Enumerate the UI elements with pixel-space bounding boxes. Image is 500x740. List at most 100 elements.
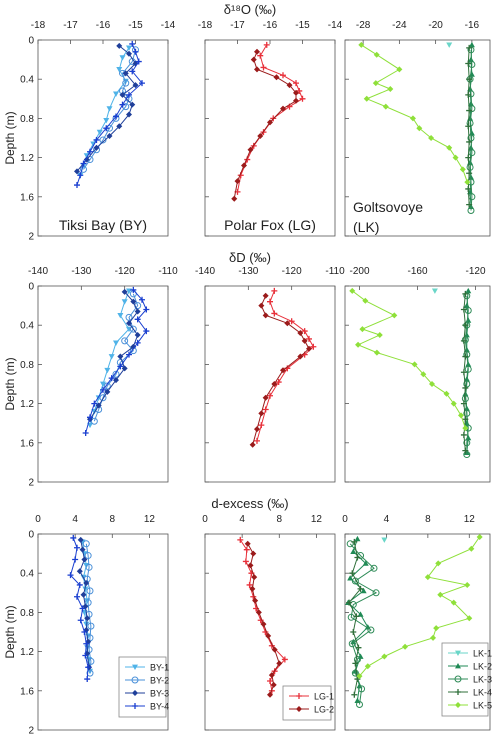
data-point <box>247 146 254 153</box>
y-tick-label: 2 <box>28 232 34 243</box>
legend-label: LK-4 <box>473 688 492 698</box>
data-point <box>428 135 435 141</box>
series-by-4 <box>74 40 145 189</box>
panel-frame <box>37 533 169 731</box>
data-point <box>231 195 238 202</box>
data-point <box>306 335 312 342</box>
data-point <box>464 179 471 186</box>
data-point <box>382 103 389 110</box>
data-point <box>242 558 249 565</box>
data-point <box>362 297 369 304</box>
data-point <box>126 320 132 327</box>
data-point <box>297 330 304 337</box>
y-tick-label: 0.4 <box>20 321 34 332</box>
series-by-4 <box>67 534 92 683</box>
x-tick-label: -120 <box>282 266 302 277</box>
data-point <box>103 117 110 124</box>
data-point <box>247 562 254 569</box>
data-point <box>81 556 88 563</box>
y-tick-label: 0.4 <box>20 569 34 580</box>
data-point <box>126 351 132 358</box>
series-line <box>252 295 310 445</box>
data-point <box>462 353 469 360</box>
panel-frame <box>37 39 169 237</box>
y-tick-label: 0.4 <box>20 75 34 86</box>
series-lk-1 <box>446 42 453 48</box>
data-point <box>257 133 264 140</box>
data-point <box>262 394 269 401</box>
legend-entry-lk-2 <box>448 663 468 669</box>
x-tick-label: 8 <box>277 514 283 525</box>
data-point <box>82 586 89 592</box>
x-tick-label: -130 <box>238 266 258 277</box>
data-point <box>350 629 357 635</box>
data-point <box>126 45 132 51</box>
data-point <box>113 113 119 120</box>
data-point <box>254 426 260 433</box>
x-tick-label: 4 <box>72 514 78 525</box>
data-point <box>74 544 80 551</box>
data-point <box>376 332 383 338</box>
data-point <box>446 42 453 48</box>
data-point <box>402 643 409 650</box>
legend-marker <box>132 703 138 709</box>
x-tick-label: -130 <box>71 266 91 277</box>
data-point <box>464 581 471 588</box>
data-point <box>99 136 107 144</box>
data-point <box>297 353 304 360</box>
data-point <box>76 568 83 575</box>
data-point <box>254 66 260 73</box>
data-point <box>351 669 359 677</box>
data-point <box>134 332 141 338</box>
data-point <box>100 381 106 387</box>
data-point <box>72 556 79 563</box>
data-point <box>250 550 257 557</box>
data-point <box>258 410 265 417</box>
data-point <box>241 162 247 169</box>
data-point <box>466 201 473 208</box>
data-point <box>357 611 364 617</box>
data-point <box>463 451 471 459</box>
data-point <box>348 640 356 648</box>
x-tick-label: -140 <box>28 266 48 277</box>
data-point <box>349 570 356 577</box>
panel-frame <box>344 533 491 731</box>
data-point <box>466 107 473 114</box>
x-tick-label: -16 <box>465 20 480 31</box>
series-lk-5 <box>356 533 483 680</box>
data-point <box>296 87 303 94</box>
legend-label: LK-1 <box>473 649 492 659</box>
data-point <box>357 585 364 592</box>
data-point <box>347 575 354 581</box>
data-point <box>286 82 293 89</box>
data-point <box>293 89 299 96</box>
legend-label: LK-5 <box>473 701 492 711</box>
x-tick-label: 12 <box>464 514 476 525</box>
x-tick-label: -14 <box>161 20 176 31</box>
data-point <box>346 599 353 606</box>
data-point <box>87 148 93 155</box>
site-label-tiksi: Tiksi Bay (BY) <box>59 217 147 233</box>
x-tick-label: -17 <box>63 20 78 31</box>
data-point <box>267 392 273 399</box>
data-point <box>373 51 380 58</box>
data-point <box>104 367 111 374</box>
data-point <box>306 345 312 352</box>
data-point <box>370 564 378 572</box>
data-point <box>460 369 467 376</box>
data-point <box>351 691 358 698</box>
data-point <box>446 144 453 151</box>
data-point <box>354 535 361 542</box>
data-point <box>359 326 366 333</box>
series-lk-4 <box>346 538 364 698</box>
y-tick-label: 2 <box>28 478 34 489</box>
data-point <box>356 701 363 709</box>
x-tick-label: 0 <box>342 514 348 525</box>
data-point <box>84 615 91 622</box>
data-point <box>372 80 379 87</box>
data-point <box>260 621 267 628</box>
data-point <box>262 312 269 319</box>
legend-marker <box>132 664 138 670</box>
data-point <box>463 439 471 447</box>
